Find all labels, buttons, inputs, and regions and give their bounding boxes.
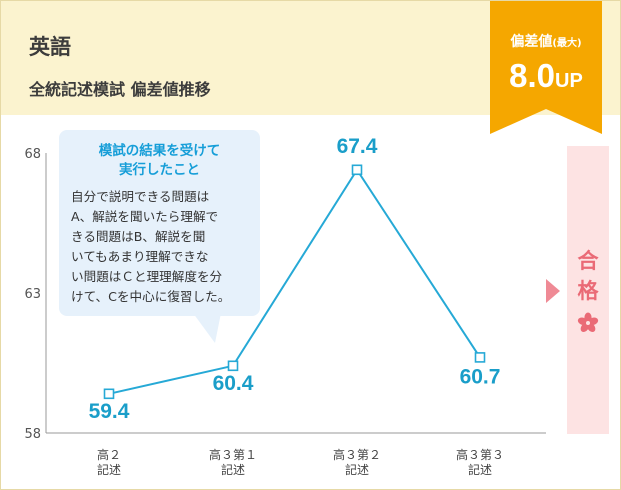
ribbon-label: 偏差値(最大) [490, 31, 602, 51]
x-tick-label: 記述 [97, 462, 121, 477]
y-tick-label: 68 [24, 147, 41, 162]
x-tick-label: 記述 [221, 462, 245, 477]
bubble-body-line: い問題はＣと理理解度を分 [71, 269, 223, 284]
data-label: 60.4 [213, 372, 254, 395]
x-tick-label: 高２ [97, 447, 121, 462]
ribbon-shape [490, 1, 602, 134]
x-tick-label: 記述 [468, 462, 492, 477]
triangle-arrow-icon [546, 279, 560, 303]
bubble-body-line: きる問題はB、解説を聞 [71, 229, 206, 244]
bubble-title-line: 模試の結果を受けて [98, 143, 221, 159]
x-tick-label: 高３第３ [456, 447, 504, 462]
bubble-title: 模試の結果を受けて 実行したこと [59, 142, 260, 180]
x-tick-label: 記述 [345, 462, 369, 477]
sakura-icon [577, 312, 599, 333]
bubble-title-line: 実行したこと [119, 162, 200, 178]
y-tick-label: 63 [24, 287, 41, 302]
ribbon-value-number: 8.0 [509, 57, 556, 94]
pass-text-char: 格 [577, 279, 599, 303]
bubble-body-line: いてもあまり理解できな [71, 249, 209, 264]
y-tick-label: 58 [24, 427, 41, 442]
x-tick-label: 高３第２ [333, 447, 381, 462]
data-label: 60.7 [460, 365, 501, 388]
bubble-body-line: けて、Cを中心に復習した。 [71, 289, 231, 304]
data-point [103, 388, 115, 400]
x-tick-label: 高３第１ [209, 447, 257, 462]
data-label: 59.4 [89, 400, 130, 423]
ribbon-value: 8.0UP [490, 57, 602, 95]
ribbon-label-small: (最大) [552, 38, 582, 49]
bubble-body: 自分で説明できる問題は A、解説を聞いたら理解で きる問題はB、解説を聞 いても… [71, 187, 253, 307]
series-line [108, 167, 481, 395]
data-point [227, 360, 239, 372]
deviation-up-ribbon: 偏差値(最大) 8.0UP [490, 1, 602, 134]
pass-band: 合 格 [567, 146, 609, 434]
ribbon-label-text: 偏差値 [510, 34, 553, 50]
action-note-bubble: 模試の結果を受けて 実行したこと 自分で説明できる問題は A、解説を聞いたら理解… [59, 130, 260, 316]
pass-text: 合 格 [567, 246, 609, 306]
data-label: 67.4 [337, 135, 378, 158]
data-point [351, 164, 363, 176]
chart-subtitle: 全統記述模試 偏差値推移 [29, 80, 211, 99]
subject-title: 英語 [29, 35, 71, 59]
bubble-body-line: A、解説を聞いたら理解で [71, 209, 219, 224]
pass-text-char: 合 [577, 249, 599, 273]
bubble-body-line: 自分で説明できる問題は [71, 189, 210, 204]
data-point [474, 352, 486, 363]
bubble-tail [193, 313, 221, 343]
ribbon-value-unit: UP [555, 70, 583, 92]
